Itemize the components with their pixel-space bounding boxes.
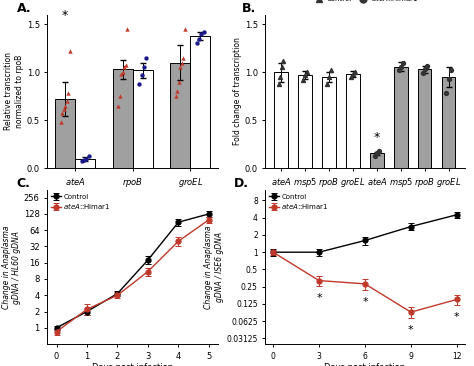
Point [66, 48, 73, 54]
Text: *: * [374, 131, 380, 144]
Bar [322, 77, 336, 168]
Bar [370, 153, 383, 168]
Point [63, 98, 71, 104]
Point [193, 41, 201, 46]
Point [447, 67, 455, 73]
Point [64, 90, 72, 96]
Bar [346, 74, 360, 168]
Point [85, 153, 92, 159]
Bar [274, 72, 288, 168]
Point [375, 148, 383, 154]
Y-axis label: Change in Anaplasma
gDNA / HL60 gDNA: Change in Anaplasma gDNA / HL60 gDNA [2, 225, 21, 309]
Point [120, 64, 128, 70]
Text: A.: A. [17, 1, 31, 15]
Point [278, 64, 286, 70]
Point [78, 158, 86, 164]
Point [400, 60, 407, 66]
Point [175, 79, 182, 85]
Bar [419, 70, 431, 168]
Text: *: * [316, 293, 322, 303]
Bar [442, 77, 456, 168]
Point [81, 157, 88, 163]
Point [200, 29, 208, 35]
Legend: Control, $\it{ateA}$::Himar1: Control, $\it{ateA}$::Himar1 [269, 194, 329, 211]
Text: *: * [454, 312, 460, 322]
Point [301, 72, 309, 78]
Point [373, 150, 381, 156]
Point [142, 55, 150, 61]
Bar [55, 99, 75, 168]
Point [181, 26, 189, 32]
Point [325, 74, 333, 80]
Point [138, 72, 146, 78]
Bar [133, 70, 153, 168]
Bar [190, 36, 210, 168]
X-axis label: Days post infection: Days post infection [324, 363, 406, 366]
Point [179, 55, 187, 61]
Point [276, 74, 284, 80]
Point [136, 81, 143, 87]
Point [178, 60, 185, 66]
Point [395, 67, 402, 73]
Point [58, 110, 66, 116]
Point [280, 58, 287, 64]
Point [123, 26, 131, 32]
Point [275, 81, 283, 87]
Text: *: * [408, 325, 414, 335]
Point [195, 36, 203, 42]
Point [347, 74, 355, 80]
Bar [113, 70, 133, 168]
Point [119, 69, 127, 75]
Point [421, 67, 428, 72]
Point [349, 71, 357, 77]
Y-axis label: Fold change of transcription: Fold change of transcription [233, 38, 242, 145]
Point [172, 93, 179, 99]
Point [198, 31, 205, 37]
Point [116, 93, 123, 99]
Point [371, 153, 378, 159]
Point [423, 63, 431, 68]
Point [328, 67, 335, 73]
Point [60, 106, 67, 112]
Bar [75, 159, 95, 168]
Point [122, 61, 129, 67]
Y-axis label: Change in Anaplasma
gDNA / ISE6 gDNA: Change in Anaplasma gDNA / ISE6 gDNA [204, 225, 224, 309]
X-axis label: Days post infection: Days post infection [92, 363, 173, 366]
Text: B.: B. [242, 1, 256, 15]
Legend: Control, $\it{ateA}$::Himar1: Control, $\it{ateA}$::Himar1 [309, 0, 421, 6]
Point [397, 64, 405, 70]
Text: *: * [62, 9, 68, 22]
Point [419, 70, 426, 76]
Point [57, 119, 64, 125]
Text: D.: D. [234, 177, 248, 190]
Point [173, 89, 181, 94]
Legend: ISE6, HL60: ISE6, HL60 [95, 206, 171, 215]
Text: C.: C. [17, 177, 30, 190]
Point [445, 76, 453, 82]
Point [323, 81, 330, 87]
Point [118, 71, 125, 77]
Text: *: * [362, 296, 368, 307]
Point [62, 103, 69, 109]
Y-axis label: Relative transcrition
normalized to rpoB: Relative transcrition normalized to rpoB [4, 52, 24, 131]
Point [443, 90, 450, 96]
Point [140, 64, 148, 70]
Bar [170, 63, 190, 168]
Point [304, 69, 311, 75]
Point [82, 156, 90, 162]
Point [176, 64, 184, 70]
Point [352, 69, 359, 75]
Point [299, 77, 307, 83]
Point [114, 103, 122, 109]
Bar [394, 67, 408, 168]
Bar [299, 75, 311, 168]
Legend: Control, $\it{ateA}$::Himar1: Control, $\it{ateA}$::Himar1 [51, 194, 111, 211]
